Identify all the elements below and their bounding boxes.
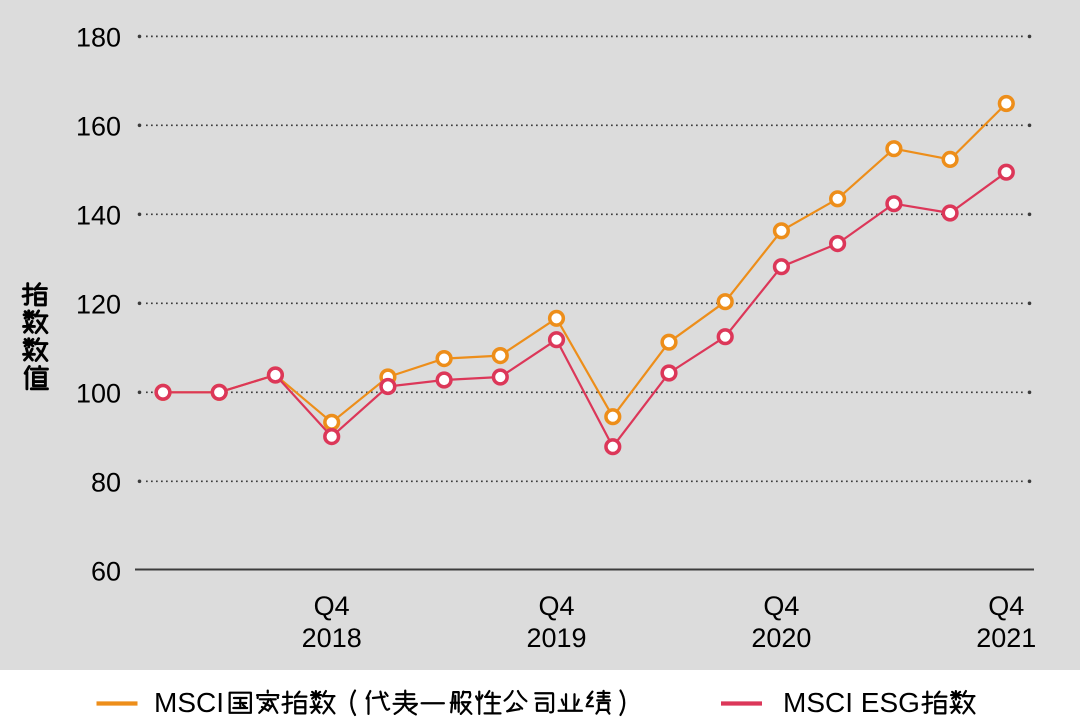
svg-text:Q4: Q4 [538, 591, 574, 621]
svg-text:2018: 2018 [302, 623, 362, 653]
svg-text:MSCI: MSCI [154, 687, 224, 718]
svg-text:Q4: Q4 [314, 591, 350, 621]
svg-text:2021: 2021 [976, 623, 1036, 653]
svg-text:180: 180 [76, 22, 121, 52]
svg-text:2019: 2019 [526, 623, 586, 653]
svg-text:Q4: Q4 [988, 591, 1024, 621]
svg-text:160: 160 [76, 111, 121, 141]
svg-text:140: 140 [76, 200, 121, 230]
svg-text:120: 120 [76, 289, 121, 319]
svg-text:60: 60 [91, 556, 121, 586]
svg-text:Q4: Q4 [763, 591, 799, 621]
svg-text:MSCI ESG: MSCI ESG [783, 687, 920, 718]
svg-text:80: 80 [91, 467, 121, 497]
svg-text:100: 100 [76, 378, 121, 408]
svg-text:2020: 2020 [751, 623, 811, 653]
